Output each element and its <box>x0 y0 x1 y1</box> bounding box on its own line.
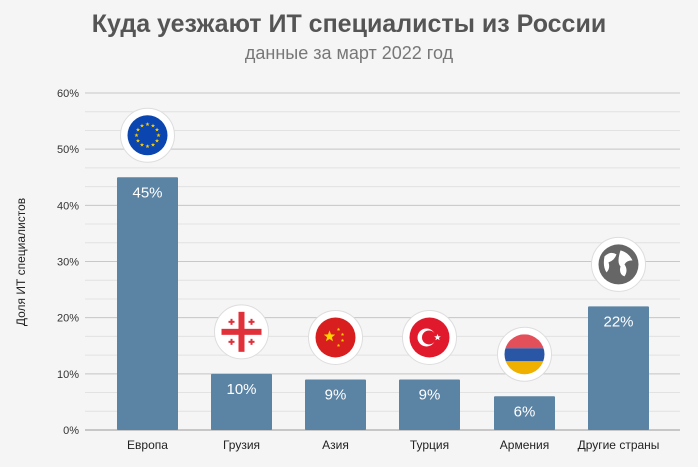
bar-Армения <box>494 396 555 430</box>
y-tick-label: 60% <box>57 88 79 100</box>
data-label: 10% <box>226 381 256 398</box>
small-cross <box>230 318 233 325</box>
flag-bg <box>127 115 168 156</box>
y-tick-label: 50% <box>57 144 79 156</box>
bar-Европа <box>117 177 178 430</box>
chart-subtitle: данные за март 2022 год <box>244 43 454 63</box>
bar-Другие страны <box>588 306 649 430</box>
data-label: 9% <box>419 386 441 403</box>
small-cross <box>250 338 253 345</box>
star <box>434 333 441 341</box>
stripe-red <box>504 334 545 349</box>
x-tick-label: Европа <box>127 438 168 452</box>
star <box>150 142 156 147</box>
china-flag-icon <box>308 309 363 365</box>
x-tick-label: Грузия <box>223 438 260 452</box>
stripe-orange <box>504 361 545 375</box>
data-label: 45% <box>132 184 162 201</box>
flag-stripes <box>504 334 545 375</box>
star <box>135 127 141 132</box>
star <box>145 122 150 126</box>
star <box>145 144 150 148</box>
x-tick-label: Другие страны <box>578 438 660 452</box>
bar-Грузия <box>211 373 272 430</box>
star <box>156 133 161 137</box>
star <box>340 338 345 342</box>
y-axis-label: Доля ИТ специалистов <box>14 198 28 326</box>
x-tick-label: Турция <box>410 438 449 452</box>
data-label: 6% <box>514 403 536 420</box>
star <box>150 123 156 128</box>
flag-bg <box>315 317 356 358</box>
turkey-flag-icon <box>402 309 457 365</box>
data-label: 9% <box>325 386 347 403</box>
y-tick-label: 20% <box>57 313 79 325</box>
star <box>323 330 336 342</box>
y-tick-label: 10% <box>57 369 79 381</box>
star <box>336 327 341 331</box>
star <box>154 127 160 132</box>
crescent <box>422 330 436 345</box>
armenia-flag-icon <box>497 326 552 382</box>
cross <box>238 311 245 352</box>
globe-icon <box>591 236 646 292</box>
bar-Азия <box>305 379 366 430</box>
bar-Турция <box>399 379 460 430</box>
y-tick-label: 30% <box>57 257 79 269</box>
stripe-blue <box>504 348 545 362</box>
star <box>336 343 341 347</box>
y-tick-label: 0% <box>63 425 79 437</box>
star <box>135 138 141 143</box>
star <box>139 142 145 147</box>
star <box>154 138 160 143</box>
data-label: 22% <box>603 313 633 330</box>
star <box>340 332 345 336</box>
small-cross <box>230 338 233 345</box>
eu-flag-icon <box>120 107 175 163</box>
star <box>139 123 145 128</box>
x-tick-label: Армения <box>500 438 549 452</box>
y-tick-label: 40% <box>57 200 79 212</box>
x-tick-label: Азия <box>322 438 349 452</box>
chart-title: Куда уезжают ИТ специалисты из России <box>91 10 607 38</box>
star <box>134 133 139 137</box>
continents <box>603 250 633 277</box>
small-cross <box>250 318 253 325</box>
georgia-flag-icon <box>214 304 269 360</box>
